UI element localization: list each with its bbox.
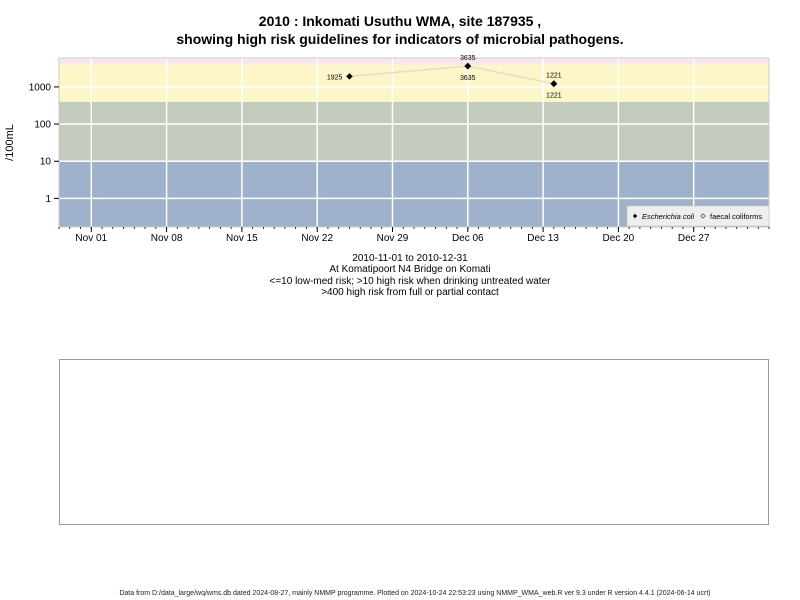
x-tick-label-4: Nov 29 bbox=[377, 233, 409, 244]
ecoli-data-label-1: 3635 bbox=[460, 55, 476, 62]
x-tick-label-8: Dec 27 bbox=[678, 233, 710, 244]
empty-plot-panel bbox=[59, 359, 769, 525]
y-tick-label-1: 10 bbox=[40, 157, 52, 168]
y-axis-label: /100mL bbox=[4, 124, 16, 161]
legend-ecoli-label: Escherichia coli bbox=[642, 212, 694, 221]
site-location-text: At Komatipoort N4 Bridge on Komati bbox=[0, 264, 800, 276]
x-tick-label-0: Nov 01 bbox=[75, 233, 107, 244]
x-tick-label-3: Nov 22 bbox=[301, 233, 333, 244]
ecoli-data-label-0: 1925 bbox=[327, 74, 343, 81]
faecal-coliform-data-label-0: 3635 bbox=[460, 75, 476, 82]
faecal-coliform-data-label-1: 1221 bbox=[546, 93, 562, 100]
x-tick-label-5: Dec 06 bbox=[452, 233, 484, 244]
risk-band-1 bbox=[59, 102, 769, 162]
x-tick-label-6: Dec 13 bbox=[527, 233, 559, 244]
y-tick-label-2: 100 bbox=[34, 120, 51, 131]
x-tick-label-1: Nov 08 bbox=[151, 233, 183, 244]
risk-guideline-contact: >400 high risk from full or partial cont… bbox=[0, 287, 800, 299]
x-tick-label-7: Dec 20 bbox=[603, 233, 635, 244]
x-tick-label-2: Nov 15 bbox=[226, 233, 258, 244]
risk-band-3 bbox=[59, 58, 769, 65]
y-tick-label-3: 1000 bbox=[29, 82, 52, 93]
ecoli-data-label-2: 1221 bbox=[546, 73, 562, 80]
footer-note: Data from D:/data_large/wq/wms.db dated … bbox=[0, 589, 800, 598]
y-tick-label-0: 1 bbox=[45, 194, 51, 205]
legend-faecal-label: faecal coliforms bbox=[710, 212, 762, 221]
